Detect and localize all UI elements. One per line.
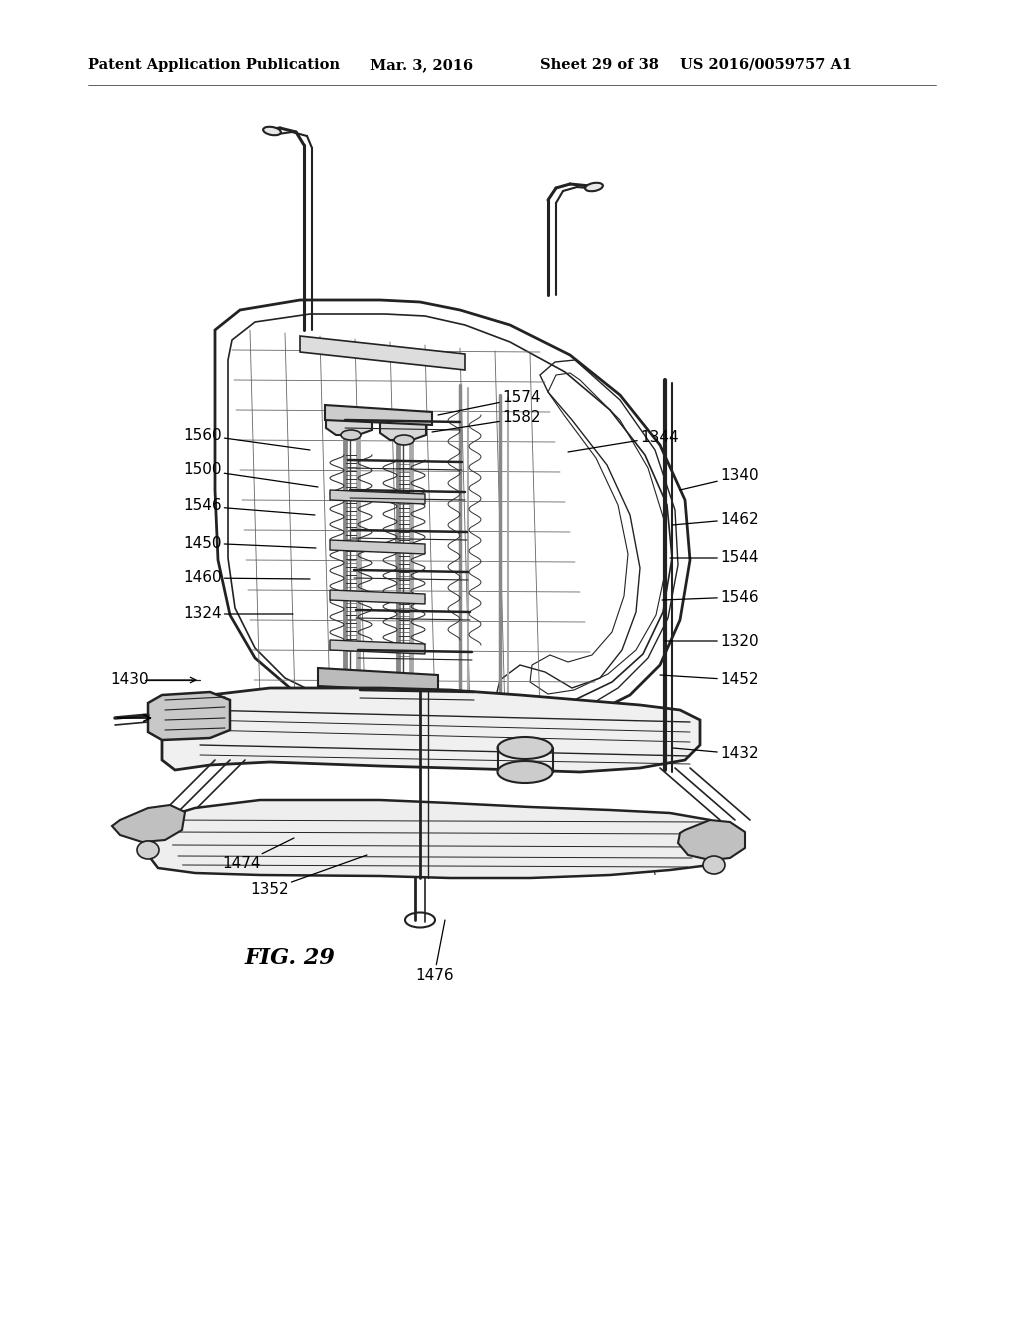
- Text: Patent Application Publication: Patent Application Publication: [88, 58, 340, 73]
- Text: 1430: 1430: [110, 672, 148, 688]
- Text: 1474: 1474: [222, 838, 294, 871]
- Text: 1460: 1460: [183, 570, 310, 586]
- Text: 1320: 1320: [665, 634, 759, 648]
- Polygon shape: [330, 540, 425, 554]
- Polygon shape: [162, 688, 700, 772]
- Polygon shape: [112, 805, 185, 842]
- Text: 1340: 1340: [680, 469, 759, 490]
- Polygon shape: [330, 590, 425, 605]
- Text: Sheet 29 of 38: Sheet 29 of 38: [540, 58, 658, 73]
- Ellipse shape: [703, 855, 725, 874]
- Text: Mar. 3, 2016: Mar. 3, 2016: [370, 58, 473, 73]
- Polygon shape: [148, 800, 725, 878]
- Text: 1582: 1582: [432, 411, 541, 432]
- Text: US 2016/0059757 A1: US 2016/0059757 A1: [680, 58, 852, 73]
- Text: 1476: 1476: [415, 920, 454, 982]
- Polygon shape: [326, 411, 372, 436]
- Polygon shape: [330, 490, 425, 504]
- Polygon shape: [148, 692, 230, 741]
- Ellipse shape: [263, 127, 281, 135]
- Text: 1560: 1560: [183, 428, 310, 450]
- Ellipse shape: [394, 436, 414, 445]
- Text: 1544: 1544: [670, 550, 759, 565]
- Polygon shape: [300, 337, 465, 370]
- Polygon shape: [330, 640, 425, 653]
- Text: 1452: 1452: [660, 672, 759, 688]
- Text: 1344: 1344: [568, 429, 679, 451]
- Polygon shape: [318, 668, 438, 692]
- Polygon shape: [678, 820, 745, 861]
- Text: 1450: 1450: [183, 536, 316, 550]
- Text: 1500: 1500: [183, 462, 318, 487]
- Ellipse shape: [498, 762, 553, 783]
- Ellipse shape: [341, 430, 361, 440]
- Polygon shape: [380, 414, 426, 440]
- Text: 1546: 1546: [662, 590, 759, 605]
- Polygon shape: [325, 405, 432, 425]
- Text: FIG. 29: FIG. 29: [245, 946, 336, 969]
- Text: 1574: 1574: [438, 391, 541, 414]
- Text: 1432: 1432: [673, 747, 759, 762]
- Text: 1324: 1324: [183, 606, 293, 622]
- Ellipse shape: [498, 737, 553, 759]
- Text: 1462: 1462: [672, 511, 759, 527]
- Text: 1352: 1352: [250, 855, 367, 898]
- Text: 1546: 1546: [183, 499, 315, 515]
- Ellipse shape: [585, 182, 603, 191]
- Ellipse shape: [137, 841, 159, 859]
